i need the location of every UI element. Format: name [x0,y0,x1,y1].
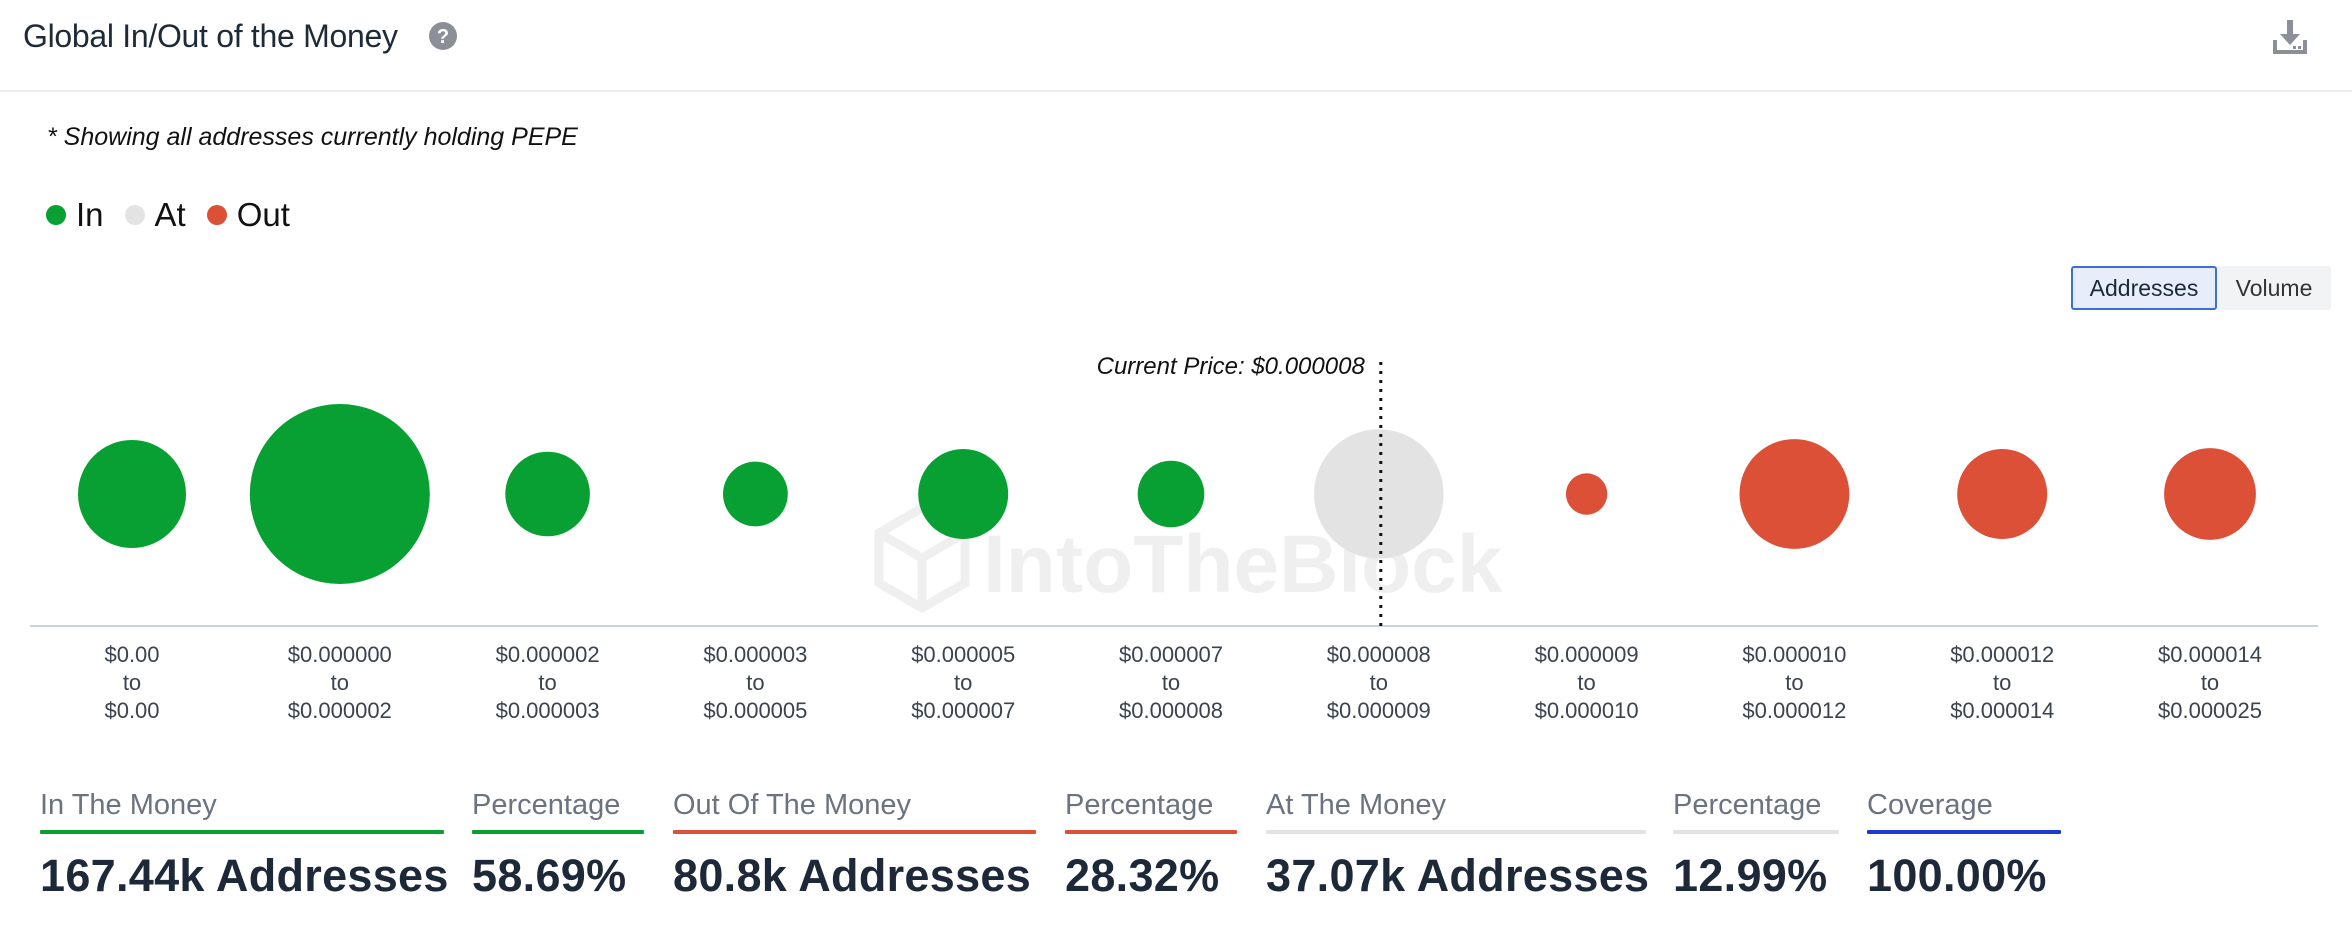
stat-coverage-value: 100.00% [1867,850,2047,901]
tick-label-upper-6: $0.000009 [1327,698,1431,723]
tick-labels-group: $0.00 to $0.00 $0.000000 to $0.000002 $0.00000… [104,642,2262,723]
widget-header: Global In/Out of the Money ? [0,0,2352,92]
stat-at-the-money-label: At The Money [1266,789,1447,821]
volume-button[interactable]: Volume [2217,266,2331,310]
stat-in-percentage: Percentage 58.69% [472,790,644,902]
stat-coverage: Coverage 100.00% [1867,790,2061,902]
metric-toggle: Addresses Volume [2071,266,2331,310]
stat-in-the-money-value: 167.44k Addresses [40,850,449,901]
current-price-label: Current Price: $0.000008 [1097,353,1366,380]
stat-at-percentage-value: 12.99% [1673,850,1828,901]
tick-label-to-8: to [1785,670,1803,695]
stat-in-percentage-underline [472,830,644,834]
stat-in-the-money-underline [40,830,444,834]
stat-out-of-the-money-label: Out Of The Money [673,789,912,821]
tick-label-from-6: $0.000008 [1327,642,1431,667]
legend-item-at[interactable]: At [124,196,186,234]
bubble-out-8[interactable] [1739,439,1850,549]
tick-label-from-0: $0.00 [104,642,159,667]
bubble-out-10[interactable] [2164,448,2256,540]
addresses-button[interactable]: Addresses [2071,266,2217,310]
summary-stats: In The Money 167.44k Addresses Percentage 5… [0,790,2352,930]
widget-title: Global In/Out of the Money [23,18,398,54]
tick-label-from-9: $0.000012 [1950,642,2054,667]
bubble-in-0[interactable] [78,440,186,548]
bubble-out-7[interactable] [1565,473,1608,515]
legend-in-label: In [76,196,104,233]
tick-label-to-6: to [1370,670,1388,695]
legend-item-in[interactable]: In [46,196,104,234]
stat-out-of-the-money-value: 80.8k Addresses [673,850,1032,901]
tick-label-upper-3: $0.000005 [703,698,807,723]
stat-out-of-the-money: Out Of The Money 80.8k Addresses [673,790,1036,902]
tick-label-from-7: $0.000009 [1535,642,1639,667]
legend-item-out[interactable]: Out [206,196,290,234]
tick-label-from-1: $0.000000 [288,642,392,667]
stat-out-percentage: Percentage 28.32% [1065,790,1237,902]
tick-label-from-10: $0.000014 [2158,642,2262,667]
tick-label-upper-7: $0.000010 [1535,698,1639,723]
legend-out-label: Out [236,196,290,233]
tick-label-to-5: to [1162,670,1180,695]
tick-label-to-10: to [2201,670,2219,695]
help-icon[interactable]: ? [428,21,458,51]
stat-at-the-money-underline [1266,830,1646,834]
bubble-out-9[interactable] [1957,449,2048,539]
chart-legend: In At Out [46,196,311,234]
tick-label-upper-4: $0.000007 [911,698,1015,723]
stat-out-percentage-value: 28.32% [1065,850,1220,901]
stat-at-percentage-label: Percentage [1673,789,1822,821]
holding-note: * Showing all addresses currently holdin… [47,123,578,151]
tick-label-from-2: $0.000002 [496,642,600,667]
bubble-in-4[interactable] [918,449,1009,539]
tick-label-to-9: to [1993,670,2011,695]
stat-coverage-label: Coverage [1867,789,1993,821]
stat-in-percentage-value: 58.69% [472,850,627,901]
tick-label-upper-9: $0.000014 [1950,698,2054,723]
bubbles-group [78,404,2256,584]
stat-out-percentage-underline [1065,830,1237,834]
stat-in-percentage-label: Percentage [472,789,621,821]
stat-in-the-money: In The Money 167.44k Addresses [40,790,449,902]
stat-in-the-money-label: In The Money [40,789,217,821]
tick-label-upper-8: $0.000012 [1742,698,1846,723]
bubble-in-5[interactable] [1137,460,1205,528]
tick-label-to-7: to [1577,670,1595,695]
bubble-in-1[interactable] [249,404,430,584]
stat-coverage-underline [1867,830,2061,834]
tick-label-from-5: $0.000007 [1119,642,1223,667]
tick-label-to-3: to [746,670,764,695]
stat-out-of-the-money-underline [673,830,1036,834]
stat-at-percentage-underline [1673,830,1839,834]
tick-label-from-4: $0.000005 [911,642,1015,667]
tick-label-upper-10: $0.000025 [2158,698,2262,723]
stat-at-the-money-value: 37.07k Addresses [1266,850,1650,901]
tick-label-to-2: to [538,670,556,695]
bubble-in-2[interactable] [505,451,590,537]
tick-label-from-3: $0.000003 [703,642,807,667]
legend-in-dot [46,205,66,225]
bubble-at-6[interactable] [1314,429,1444,559]
svg-text:?: ? [437,26,449,48]
tick-label-upper-0: $0.00 [104,698,159,723]
legend-at-dot [124,205,145,225]
download-icon[interactable] [2272,18,2308,56]
tick-label-to-1: to [331,670,349,695]
tick-label-to-4: to [954,670,972,695]
iomap-bubble-chart: IntoTheBlock $0.00to$0.00$0.000000to$0.0… [30,353,2318,723]
stat-at-percentage: Percentage 12.99% [1673,790,1839,902]
stat-out-percentage-label: Percentage [1065,789,1214,821]
tick-label-from-8: $0.000010 [1742,642,1846,667]
bubble-in-3[interactable] [723,461,788,527]
tick-label-to-0: to [123,670,141,695]
tick-label-upper-5: $0.000008 [1119,698,1223,723]
stat-at-the-money: At The Money 37.07k Addresses [1266,790,1649,902]
tick-label-upper-1: $0.000002 [288,698,392,723]
legend-out-dot [206,205,227,225]
legend-at-label: At [154,196,186,233]
tick-label-upper-2: $0.000003 [496,698,600,723]
current-price-marker-group: Current Price: $0.000008 [1097,353,1383,626]
